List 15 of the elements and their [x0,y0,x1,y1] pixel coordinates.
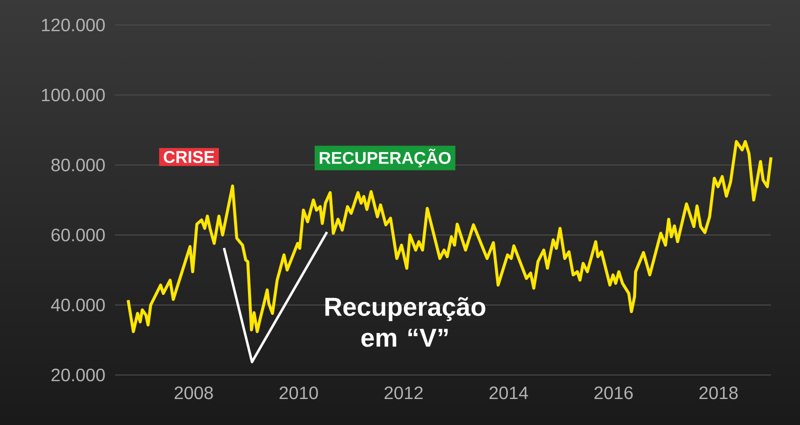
annotation: RECUPERAÇÃO [320,148,451,168]
y-tick-label: 60.000 [52,228,105,242]
y-tick-label: 80.000 [51,158,105,172]
annotation: CRISE [164,151,214,163]
annotation: Recuperação em “V” [325,297,486,347]
y-tick-label: 40.000 [51,298,105,312]
x-tick-label: 2012 [384,386,423,400]
x-tick-label: 2016 [594,386,633,400]
y-tick-label: 100.000 [42,88,105,102]
x-tick-label: 2018 [699,386,738,400]
x-tick-label: 2008 [174,386,213,400]
y-tick-label: 120.000 [42,18,105,32]
x-tick-label: 2014 [490,386,528,400]
y-tick-label: 20.000 [52,368,105,382]
x-tick-label: 2010 [280,386,318,400]
